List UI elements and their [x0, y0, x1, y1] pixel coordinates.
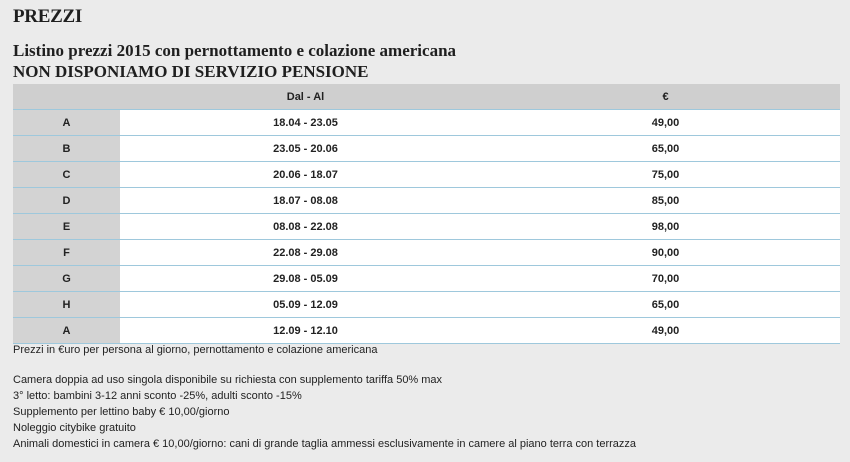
note-line: Camera doppia ad uso singola disponibile…: [13, 374, 443, 386]
table-row: C 20.06 - 18.07 75,00: [13, 161, 840, 188]
period-code: F: [13, 239, 120, 266]
date-range: 23.05 - 20.06: [120, 135, 491, 162]
price-table: Dal - Al € A 18.04 - 23.05 49,00 B 23.05…: [13, 84, 840, 344]
table-row: A 12.09 - 12.10 49,00: [13, 317, 840, 344]
date-range: 22.08 - 29.08: [120, 239, 491, 266]
note-line: Noleggio citybike gratuito: [13, 422, 136, 434]
notes-intro: Prezzi in €uro per persona al giorno, pe…: [13, 344, 378, 356]
price: 75,00: [491, 161, 840, 188]
date-range: 18.07 - 08.08: [120, 187, 491, 214]
table-row: H 05.09 - 12.09 65,00: [13, 291, 840, 318]
period-code: B: [13, 135, 120, 162]
price: 49,00: [491, 109, 840, 136]
page-title: PREZZI: [13, 6, 82, 27]
note-line: Supplemento per lettino baby € 10,00/gio…: [13, 406, 230, 418]
header-date-range: Dal - Al: [120, 84, 491, 110]
header-price: €: [491, 84, 840, 110]
period-code: E: [13, 213, 120, 240]
subtitle-line-2: NON DISPONIAMO DI SERVIZIO PENSIONE: [13, 62, 369, 81]
date-range: 05.09 - 12.09: [120, 291, 491, 318]
date-range: 12.09 - 12.10: [120, 317, 491, 344]
table-row: F 22.08 - 29.08 90,00: [13, 239, 840, 266]
price: 90,00: [491, 239, 840, 266]
price: 65,00: [491, 291, 840, 318]
table-header-row: Dal - Al €: [13, 84, 840, 110]
note-line: Animali domestici in camera € 10,00/gior…: [13, 438, 637, 450]
period-code: H: [13, 291, 120, 318]
table-row: A 18.04 - 23.05 49,00: [13, 109, 840, 136]
period-code: A: [13, 317, 120, 344]
period-code: C: [13, 161, 120, 188]
date-range: 20.06 - 18.07: [120, 161, 491, 188]
price-notes: Prezzi in €uro per persona al giorno, pe…: [13, 342, 636, 452]
price: 49,00: [491, 317, 840, 344]
note-line: 3° letto: bambini 3-12 anni sconto -25%,…: [13, 390, 302, 402]
price: 85,00: [491, 187, 840, 214]
period-code: D: [13, 187, 120, 214]
table-row: G 29.08 - 05.09 70,00: [13, 265, 840, 292]
price: 98,00: [491, 213, 840, 240]
period-code: G: [13, 265, 120, 292]
subtitle-line-1: Listino prezzi 2015 con pernottamento e …: [13, 41, 457, 60]
subtitle: Listino prezzi 2015 con pernottamento e …: [13, 40, 456, 82]
table-row: E 08.08 - 22.08 98,00: [13, 213, 840, 240]
date-range: 08.08 - 22.08: [120, 213, 491, 240]
table-row: B 23.05 - 20.06 65,00: [13, 135, 840, 162]
header-code: [13, 84, 120, 110]
table-row: D 18.07 - 08.08 85,00: [13, 187, 840, 214]
price: 70,00: [491, 265, 840, 292]
notes-spacer: [13, 358, 636, 372]
price: 65,00: [491, 135, 840, 162]
date-range: 29.08 - 05.09: [120, 265, 491, 292]
period-code: A: [13, 109, 120, 136]
date-range: 18.04 - 23.05: [120, 109, 491, 136]
